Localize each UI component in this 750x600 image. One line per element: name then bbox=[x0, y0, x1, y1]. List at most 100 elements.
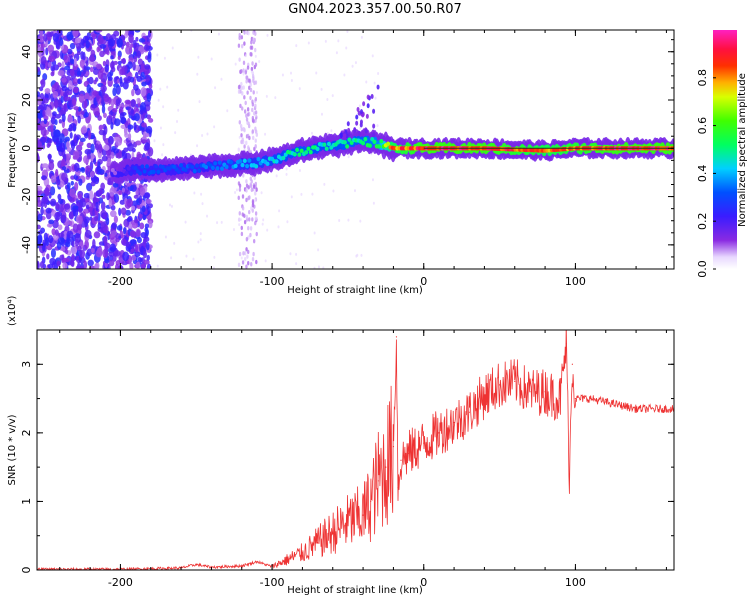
noise-blob bbox=[136, 97, 141, 104]
noise-blob bbox=[220, 77, 223, 81]
noise-blob bbox=[335, 51, 338, 55]
ridge-core bbox=[304, 150, 309, 155]
ridge-core bbox=[240, 162, 245, 168]
noise-blob bbox=[83, 99, 88, 109]
noise-blob bbox=[52, 111, 57, 117]
noise-blob bbox=[320, 87, 323, 91]
ridge-core bbox=[245, 163, 250, 169]
noise-blob bbox=[238, 135, 241, 139]
noise-blob bbox=[96, 63, 102, 70]
noise-blob bbox=[240, 133, 243, 138]
noise-blob bbox=[114, 250, 121, 257]
noise-blob bbox=[250, 45, 254, 50]
noise-blob bbox=[106, 217, 110, 226]
noise-blob bbox=[79, 137, 86, 143]
noise-blob bbox=[145, 199, 152, 204]
ridge-core bbox=[254, 164, 259, 169]
noise-blob bbox=[326, 97, 329, 101]
noise-blob bbox=[243, 219, 247, 225]
ridge-core bbox=[154, 164, 159, 169]
noise-blob bbox=[78, 93, 85, 103]
noise-blob bbox=[212, 266, 215, 269]
noise-blob bbox=[232, 228, 235, 232]
noise-blob bbox=[111, 230, 117, 236]
noise-blob bbox=[42, 110, 46, 117]
noise-blob bbox=[99, 39, 107, 45]
noise-blob bbox=[246, 90, 249, 95]
noise-blob bbox=[256, 90, 259, 94]
noise-blob bbox=[96, 165, 101, 172]
noise-blob bbox=[133, 55, 138, 63]
noise-blob bbox=[95, 30, 103, 33]
noise-blob bbox=[76, 223, 83, 231]
noise-blob bbox=[88, 76, 94, 85]
noise-blob bbox=[40, 201, 45, 208]
noise-blob bbox=[43, 118, 48, 125]
noise-blob bbox=[238, 211, 241, 216]
noise-blob bbox=[100, 182, 106, 191]
noise-blob bbox=[110, 55, 114, 60]
noise-blob bbox=[46, 142, 51, 148]
noise-blob bbox=[254, 138, 257, 143]
noise-blob bbox=[241, 91, 244, 96]
noise-blob bbox=[140, 139, 148, 144]
noise-blob bbox=[37, 96, 42, 106]
noise-blob bbox=[330, 129, 333, 133]
snr-data-point bbox=[332, 531, 334, 533]
noise-blob bbox=[125, 209, 131, 216]
ridge-core bbox=[133, 165, 138, 171]
noise-blob bbox=[132, 61, 136, 71]
noise-blob bbox=[213, 255, 216, 259]
ridge-core bbox=[306, 146, 311, 151]
snr-data-point bbox=[498, 384, 501, 386]
ridge-core bbox=[377, 144, 382, 149]
noise-blob bbox=[346, 30, 349, 34]
noise-blob bbox=[242, 251, 245, 256]
noise-blob bbox=[60, 214, 67, 224]
noise-blob bbox=[156, 53, 159, 57]
snr-data-point bbox=[362, 514, 364, 516]
noise-blob bbox=[266, 228, 269, 232]
noise-blob bbox=[238, 251, 242, 257]
noise-blob bbox=[140, 263, 147, 269]
spectrogram-ticks: -200 -100 0 100 40 20 0 -20 -40 bbox=[20, 30, 674, 288]
noise-blob bbox=[220, 220, 223, 224]
noise-blob bbox=[55, 137, 60, 145]
noise-blob bbox=[129, 239, 137, 245]
ridge-core bbox=[220, 166, 225, 171]
noise-blob bbox=[217, 32, 220, 36]
noise-blob bbox=[54, 229, 59, 236]
noise-blob bbox=[243, 95, 246, 100]
noise-blob bbox=[85, 40, 90, 49]
noise-blob bbox=[278, 209, 281, 213]
noise-blob bbox=[108, 259, 115, 267]
noise-blob bbox=[86, 204, 90, 210]
noise-blob bbox=[46, 107, 52, 117]
noise-blob bbox=[241, 137, 244, 142]
noise-blob bbox=[103, 144, 110, 151]
noise-blob bbox=[39, 136, 47, 144]
noise-blob bbox=[104, 172, 108, 177]
noise-blob bbox=[86, 182, 93, 192]
snr-data-point bbox=[438, 432, 440, 434]
noise-blob bbox=[148, 220, 153, 229]
ridge-core bbox=[142, 169, 147, 174]
noise-blob bbox=[89, 66, 94, 73]
noise-blob bbox=[130, 108, 134, 115]
noise-blob bbox=[261, 222, 264, 226]
noise-blob bbox=[97, 115, 102, 121]
noise-blob bbox=[162, 105, 165, 109]
noise-blob bbox=[90, 143, 95, 154]
noise-blob bbox=[90, 152, 95, 162]
noise-blob bbox=[254, 103, 257, 109]
noise-blob bbox=[68, 211, 75, 220]
noise-blob bbox=[252, 76, 255, 81]
noise-blob bbox=[70, 58, 75, 65]
noise-blob bbox=[127, 124, 134, 130]
noise-blob bbox=[144, 142, 150, 151]
noise-blob bbox=[102, 60, 106, 67]
noise-blob bbox=[262, 218, 265, 222]
x-tick-label: -200 bbox=[108, 275, 133, 288]
snr-data-point bbox=[468, 411, 470, 413]
noise-blob bbox=[140, 86, 147, 97]
